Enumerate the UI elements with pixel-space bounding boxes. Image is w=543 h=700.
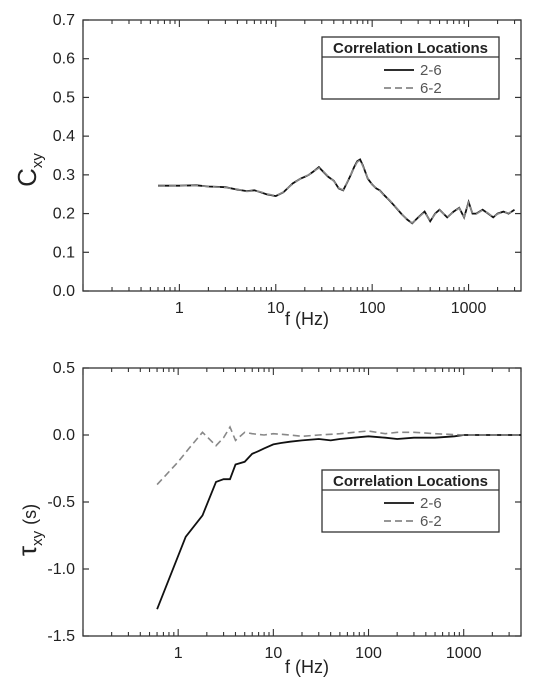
x-tick-label: 10 (267, 300, 285, 317)
y-tick-label: 0.4 (53, 128, 75, 145)
series-line-6-2 (156, 425, 521, 486)
y-tick-label: 0.0 (53, 283, 75, 300)
y-axis-subscript: xy (29, 153, 46, 169)
series-line-6-2 (157, 158, 515, 224)
y-tick-label: 0.0 (53, 427, 75, 444)
y-tick-label: 0.5 (53, 89, 75, 106)
x-axis-title: f (Hz) (285, 657, 329, 677)
legend-label-2-6: 2-6 (420, 62, 442, 79)
y-axis-symbol: C (12, 168, 42, 187)
x-axis-title: f (Hz) (285, 309, 329, 329)
y-tick-label: -0.5 (47, 494, 75, 511)
y-tick-label: -1.5 (47, 628, 75, 645)
series-line-2-6 (156, 434, 521, 610)
y-tick-label: 0.3 (53, 167, 75, 184)
x-tick-label: 1 (175, 300, 184, 317)
x-tick-label: 10 (264, 645, 282, 662)
legend-label-6-2: 6-2 (420, 80, 442, 97)
y-tick-label: 0.5 (53, 360, 75, 377)
y-tick-label: 0.1 (53, 244, 75, 261)
y-axis-subscript: xy (29, 530, 46, 546)
y-axis-title: Cxy (12, 153, 46, 187)
y-tick-label: 0.2 (53, 206, 75, 223)
y-axis-symbol: τ (12, 545, 42, 556)
y-axis-unit: (s) (20, 504, 40, 525)
y-tick-label: 0.7 (53, 12, 75, 29)
legend-label-6-2: 6-2 (420, 513, 442, 530)
legend-title: Correlation Locations (333, 473, 488, 490)
series-line-2-6 (158, 158, 515, 225)
chart-1: 0.0 0.1 0.2 0.3 0.4 0.5 0.6 0.7 1 10 100 1000 f (Hz)… (12, 12, 522, 329)
x-tick-label: 1000 (451, 300, 487, 317)
x-tick-label: 100 (359, 300, 386, 317)
chart-2: -1.5 -1.0 -0.5 0.0 0.5 1 10 100 1000 f (Hz) τxy (s)… (12, 360, 522, 677)
legend-label-2-6: 2-6 (420, 495, 442, 512)
x-tick-label: 1000 (446, 645, 482, 662)
legend-box (321, 469, 500, 533)
y-tick-label: -1.0 (47, 561, 75, 578)
legend-title: Correlation Locations (333, 40, 488, 57)
x-tick-label: 1 (174, 645, 183, 662)
y-axis-title: τxy (s) (12, 504, 46, 556)
y-tick-label: 0.6 (53, 51, 75, 68)
plot-frame (82, 19, 522, 292)
x-tick-label: 100 (355, 645, 382, 662)
